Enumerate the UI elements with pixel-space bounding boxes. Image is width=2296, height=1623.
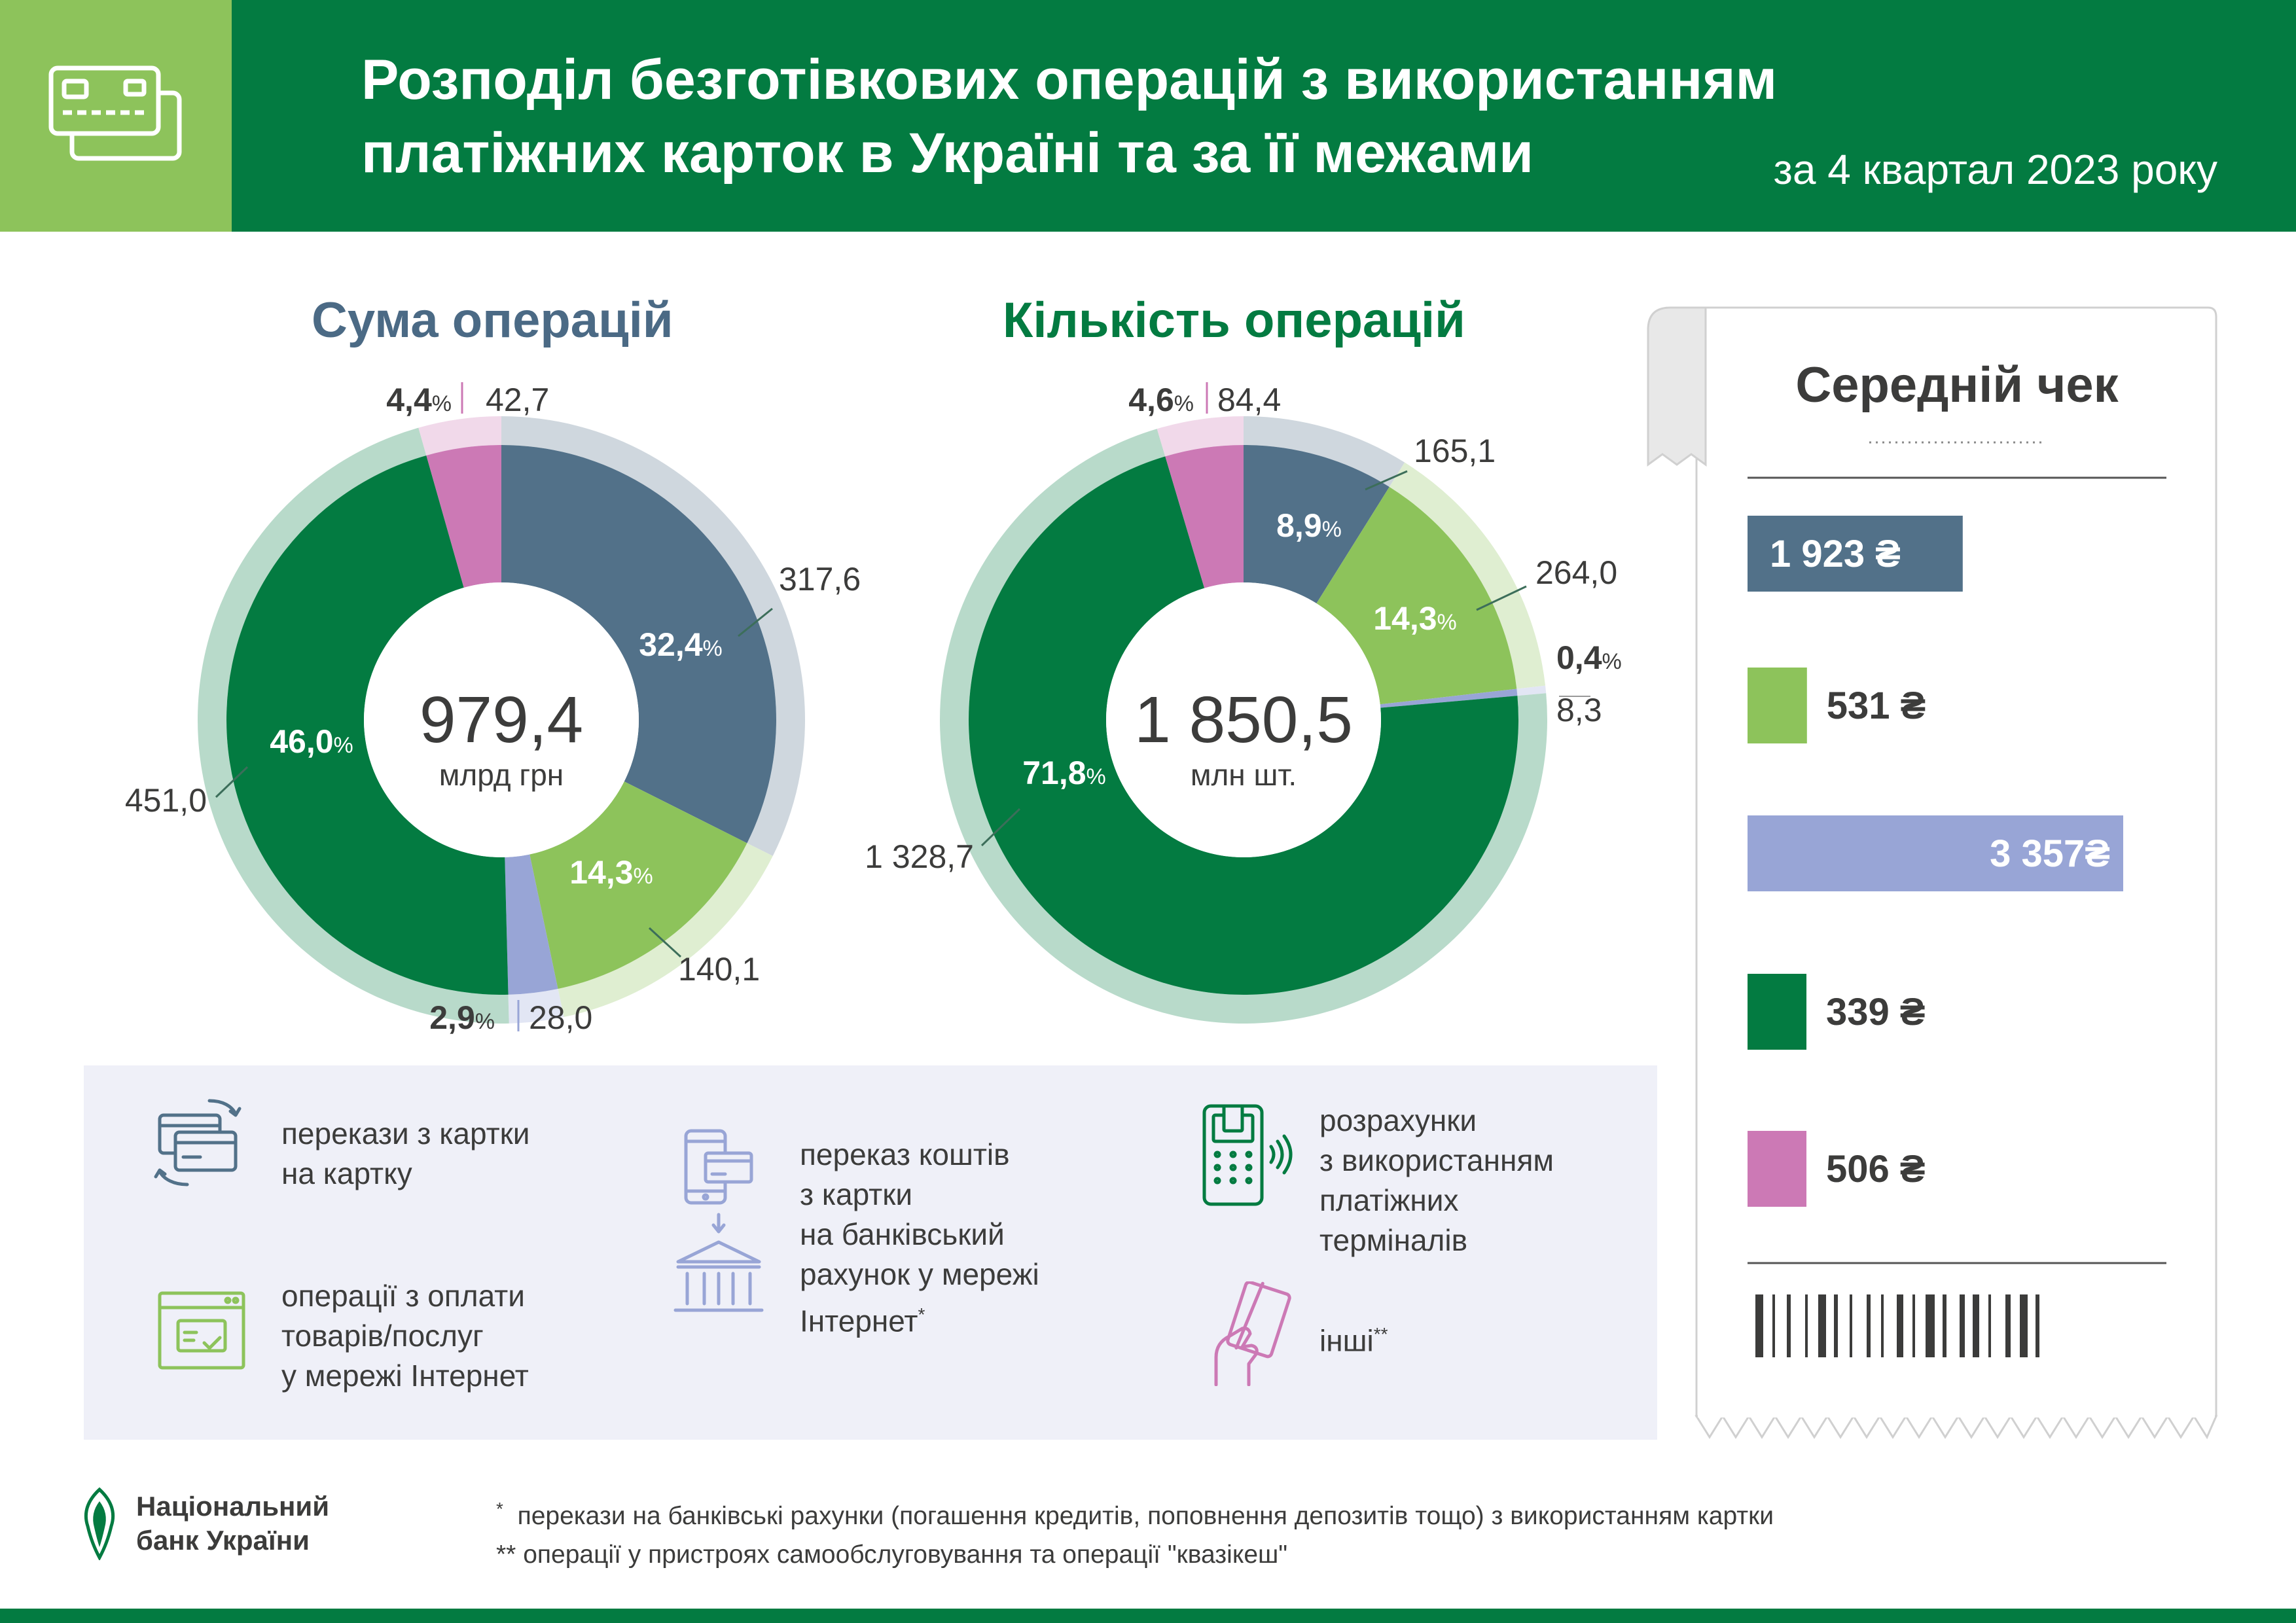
avg-bar-terminals	[1748, 974, 1806, 1050]
avg-bar-card-to-card	[1748, 516, 1963, 592]
amount-value-label-terminals: 451,0	[125, 782, 207, 819]
amount-chart-title: Сума операцій	[312, 293, 673, 348]
count-pct-label-terminals: 71,8%	[1022, 755, 1106, 791]
footer-bar	[0, 1609, 2296, 1623]
amount-pct-label-card-to-card: 32,4%	[639, 626, 723, 663]
amount-slice-other	[426, 445, 501, 588]
count-pct-label-card-to-card: 8,9%	[1276, 507, 1342, 544]
avg-bar-internet-payments	[1748, 668, 1807, 743]
count-outer-ring-other	[1157, 416, 1244, 457]
amount-value-label-card-to-card: 317,6	[779, 561, 861, 597]
count-value-label-card-to-card: 165,1	[1414, 433, 1496, 469]
amount-slice-internet-payments	[529, 781, 747, 990]
count-outer-ring-bank-transfer	[1516, 685, 1547, 696]
amount-value-label-bank-transfer: 28,0	[529, 999, 592, 1036]
legend-terminals: розрахунки з використанням платіжних тер…	[1319, 1103, 1554, 1257]
amount-value-label-internet-payments: 140,1	[678, 951, 760, 988]
count-value-label-other: 84,4	[1217, 382, 1281, 418]
amount-leader-internet-payments	[648, 927, 682, 958]
title-line-2: платіжних карток в Україні та за її межа…	[361, 122, 1534, 185]
count-value-label-terminals: 1 328,7	[865, 838, 974, 875]
avg-bar-other	[1748, 1131, 1806, 1207]
legend-bank-transfer: переказ коштів з картки на банківський р…	[800, 1137, 1039, 1338]
legend-internet-payments: операції з оплати товарів/послуг у мереж…	[281, 1279, 529, 1393]
avg-value-card-to-card: 1 923 ₴	[1770, 533, 1901, 575]
nbu-logo-text: Національний банк України	[136, 1491, 330, 1556]
count-slice-card-to-card	[1244, 445, 1390, 603]
avg-value-bank-transfer: 3 357₴	[1990, 832, 2110, 875]
count-pct-label-bank-transfer: 0,4%	[1556, 639, 1622, 676]
amount-slice-card-to-card	[501, 445, 777, 844]
period-label: за 4 квартал 2023 року	[1773, 146, 2217, 193]
avg-value-internet-payments: 531 ₴	[1827, 685, 1926, 727]
avg-value-other: 506 ₴	[1826, 1148, 1926, 1190]
amount-total-unit: млрд грн	[439, 758, 564, 792]
hand-card-icon	[1214, 1281, 1291, 1386]
count-leader-terminals	[980, 808, 1021, 847]
count-slice-terminals	[969, 456, 1518, 995]
title-line-1: Розподіл безготівкових операцій з викори…	[361, 48, 1778, 111]
count-outer-ring-card-to-card	[1244, 416, 1405, 487]
count-slice-internet-payments	[1316, 486, 1517, 705]
header: Розподіл безготівкових операцій з викори…	[0, 0, 2296, 232]
count-chart-title: Кількість операцій	[1003, 293, 1465, 348]
count-slice-bank-transfer	[1380, 688, 1518, 708]
footnotes: * перекази на банківські рахунки (погаше…	[496, 1489, 1774, 1574]
amount-pct-label-other: 4,4%	[386, 382, 452, 418]
header-icon-box	[0, 0, 232, 232]
credit-card-icon	[48, 65, 182, 161]
count-leader-card-to-card	[1365, 470, 1408, 491]
count-pct-label-internet-payments: 14,3%	[1373, 600, 1457, 637]
amount-outer-ring-card-to-card	[501, 416, 805, 857]
amount-slice-terminals	[226, 455, 509, 995]
card-to-card-icon	[154, 1099, 242, 1186]
receipt-torn-edge	[1695, 1410, 2218, 1440]
avg-bar-bank-transfer	[1748, 815, 2123, 891]
amount-pct-label-terminals: 46,0%	[270, 723, 353, 760]
amount-leader-terminals	[215, 766, 249, 798]
count-total-value: 1 850,5	[1134, 683, 1353, 757]
amount-pct-label-internet-payments: 14,3%	[569, 854, 653, 891]
count-donut-hole	[1106, 582, 1381, 857]
footnote-1: * перекази на банківські рахунки (погаше…	[496, 1499, 1774, 1530]
browser-payment-icon	[158, 1291, 245, 1370]
page-title: Розподіл безготівкових операцій з викори…	[361, 43, 1932, 190]
payment-terminal-icon	[1202, 1104, 1293, 1206]
amount-outer-ring-internet-payments	[558, 843, 773, 1018]
amount-pct-label-bank-transfer: 2,9%	[429, 999, 495, 1036]
amount-leader-card-to-card	[738, 607, 773, 637]
count-pct-label-other: 4,6%	[1128, 382, 1194, 418]
count-value-label-internet-payments: 264,0	[1535, 554, 1617, 591]
amount-outer-ring-bank-transfer	[508, 989, 564, 1024]
count-slice-other	[1165, 445, 1244, 588]
legend: перекази з картки на картку операції з о…	[84, 1065, 1657, 1440]
nbu-logo-icon	[84, 1487, 115, 1560]
count-value-label-bank-transfer: 8,3	[1556, 692, 1602, 728]
amount-value-label-other: 42,7	[486, 382, 549, 418]
barcode-icon	[1755, 1294, 2039, 1357]
avg-value-terminals: 339 ₴	[1826, 991, 1926, 1033]
legend-other: інші**	[1319, 1323, 1388, 1358]
footnote-2: ** операції у пристроях самообслуговуван…	[496, 1541, 1288, 1569]
average-check-title: Середній чек	[1795, 357, 2119, 413]
amount-slice-bank-transfer	[505, 854, 558, 995]
legend-card-to-card: перекази з картки на картку	[281, 1116, 530, 1190]
amount-total-value: 979,4	[420, 683, 583, 757]
count-total-unit: млн шт.	[1191, 758, 1297, 792]
average-check-bars: 1 923 ₴ 531 ₴ 3 357₴ 339 ₴ 506 ₴	[1748, 516, 2123, 1207]
receipt-fold	[1647, 306, 1707, 467]
amount-outer-ring-other	[418, 416, 501, 455]
count-leader-internet-payments	[1476, 585, 1527, 611]
phone-to-bank-icon	[673, 1129, 764, 1312]
count-outer-ring-internet-payments	[1389, 462, 1546, 689]
amount-donut-hole	[364, 582, 639, 857]
average-check-receipt: Середній чек 1 923 ₴ 531 ₴ 3 357₴ 339 ₴ 506 …	[1647, 306, 2218, 1440]
